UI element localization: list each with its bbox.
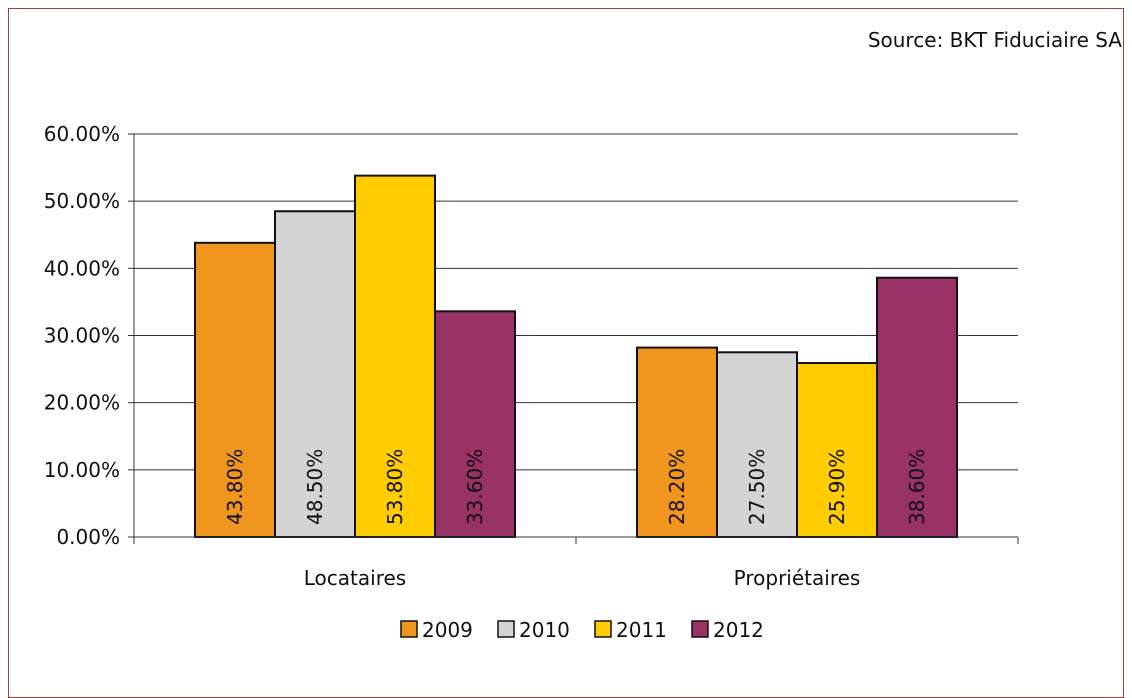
legend-label: 2009 [422, 618, 473, 642]
category-label: Propriétaires [734, 566, 861, 590]
legend-swatch-2009 [400, 620, 418, 638]
bar-2011-locataires [354, 174, 436, 538]
bar-2009-proprietaires [636, 346, 718, 538]
y-tick-label: 60.00% [44, 122, 120, 146]
y-tick-label: 30.00% [44, 324, 120, 348]
data-label: 28.20% [665, 449, 689, 525]
x-axis: Locataires Propriétaires [133, 536, 1019, 590]
data-label: 27.50% [745, 449, 769, 525]
legend: 2009 2010 2011 2012 [400, 618, 764, 642]
y-tick-label: 20.00% [44, 391, 120, 415]
legend-label: 2012 [713, 618, 764, 642]
legend-label: 2010 [519, 618, 570, 642]
data-label: 25.90% [825, 449, 849, 525]
y-tick-label: 50.00% [44, 189, 120, 213]
y-axis: 0.00% 10.00% 20.00% 30.00% 40.00% 50.00% 60.00… [44, 122, 135, 549]
legend-swatch-2011 [594, 620, 612, 638]
bar-2010-locataires [274, 210, 356, 538]
bar-chart: 0.00% 10.00% 20.00% 30.00% 40.00% 50.00% 60.00… [44, 122, 1019, 642]
data-label: 43.80% [223, 449, 247, 525]
y-tick-label: 40.00% [44, 256, 120, 280]
y-tick-label: 0.00% [56, 525, 120, 549]
data-label: 33.60% [463, 449, 487, 525]
legend-swatch-2012 [691, 620, 709, 638]
bars: 43.80% 48.50% 53.80% 33.60% 28.20% 27.50% 25.9… [194, 174, 958, 538]
data-label: 53.80% [383, 449, 407, 525]
bar-2011-proprietaires [796, 362, 878, 538]
data-label: 48.50% [303, 449, 327, 525]
legend-label: 2011 [616, 618, 667, 642]
category-label: Locataires [304, 566, 406, 590]
data-label: 38.60% [905, 449, 929, 525]
bar-2012-locataires [434, 310, 516, 538]
bar-2012-proprietaires [876, 276, 958, 538]
source-note: Source: BKT Fiduciaire SA [867, 28, 1122, 52]
legend-swatch-2010 [497, 620, 515, 638]
bar-2009-locataires [194, 241, 276, 538]
y-tick-label: 10.00% [44, 458, 120, 482]
